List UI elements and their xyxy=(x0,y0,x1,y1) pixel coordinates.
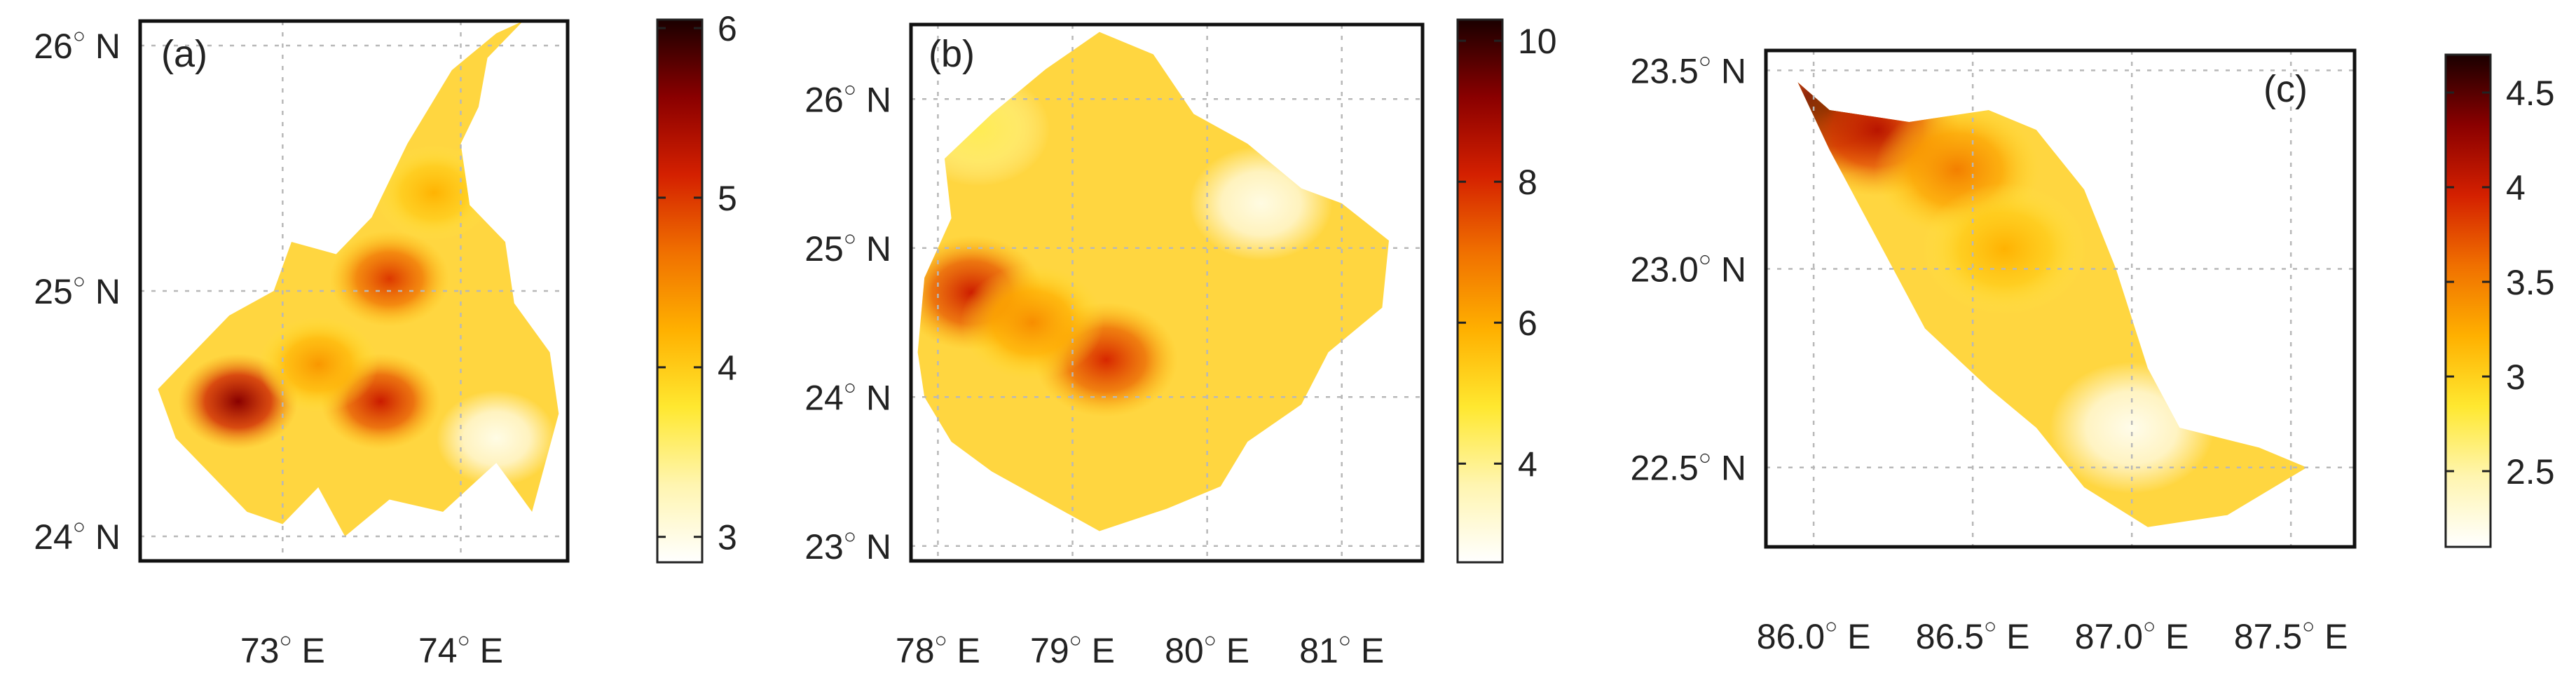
colorbar-frame xyxy=(2444,53,2492,548)
x-tick-label: 87.0○ E xyxy=(2075,615,2189,656)
colorbar-tick-label: 4 xyxy=(718,348,737,388)
y-tick-label: 23.5○ N xyxy=(1631,49,1746,90)
hotspot-mark xyxy=(1921,183,2088,316)
y-tick-label: 26○ N xyxy=(804,78,891,119)
colorbar xyxy=(1458,20,1502,562)
panel-c: (c) 86.0○ E 86.5○ E 87.0○ E 87.5○ E 22.5○ N 23… xyxy=(1631,48,2555,656)
x-tick-label: 73○ E xyxy=(240,629,325,670)
hotspot-layer xyxy=(178,144,556,487)
hotspot-mark xyxy=(1189,146,1333,261)
colorbar-tick-label: 6 xyxy=(718,9,737,48)
colorbar-tick-label: 4 xyxy=(1518,445,1537,484)
colorbar-frame xyxy=(1456,18,1504,564)
colorbar-tick-label: 5 xyxy=(718,179,737,218)
colorbar xyxy=(2446,55,2491,547)
hotspot-mark xyxy=(436,390,556,487)
colorbar xyxy=(657,20,702,562)
y-tick-label: 24○ N xyxy=(804,376,891,417)
colorbar-tick-label: 2.5 xyxy=(2506,452,2555,491)
y-tick-label: 24○ N xyxy=(34,515,121,557)
panel-label: (b) xyxy=(929,33,975,75)
panel-a: (a) 73○ E 74○ E 24○ N 25○ N 26○ N 3 4 5 6 xyxy=(34,9,737,670)
hotspot-mark xyxy=(258,316,378,413)
hotspot-mark xyxy=(329,231,450,327)
colorbar-tick-label: 3.5 xyxy=(2506,263,2555,302)
panel-label: (a) xyxy=(161,33,207,75)
panel-label: (c) xyxy=(2263,68,2308,110)
colorbar-tick-label: 4.5 xyxy=(2506,74,2555,113)
plot-frame xyxy=(909,22,1425,563)
y-tick-label: 22.5○ N xyxy=(1631,447,1746,488)
x-tick-label: 79○ E xyxy=(1030,629,1115,670)
hotspot-mark xyxy=(960,265,1104,380)
colorbar-tick-label: 4 xyxy=(2506,168,2526,208)
x-tick-label: 86.5○ E xyxy=(1916,615,2030,656)
hotspot-mark xyxy=(374,144,494,241)
colorbar-frame xyxy=(656,18,704,564)
colorbar-tick-label: 6 xyxy=(1518,304,1537,343)
plot-frame xyxy=(1764,48,2357,549)
y-tick-label: 26○ N xyxy=(34,25,121,66)
x-tick-label: 86.0○ E xyxy=(1757,615,1871,656)
x-tick-label: 81○ E xyxy=(1299,629,1384,670)
colorbar-tick-label: 3 xyxy=(718,518,737,557)
x-tick-label: 74○ E xyxy=(418,629,503,670)
plot-frame xyxy=(138,19,570,563)
x-tick-label: 87.5○ E xyxy=(2234,615,2348,656)
colorbar-tick-label: 10 xyxy=(1518,22,1557,61)
y-tick-label: 23○ N xyxy=(804,525,891,567)
y-tick-label: 25○ N xyxy=(34,270,121,311)
hotspot-mark xyxy=(917,71,1050,186)
y-tick-label: 25○ N xyxy=(804,227,891,269)
colorbar-tick-label: 3 xyxy=(2506,358,2526,397)
y-tick-label: 23.0○ N xyxy=(1631,248,1746,290)
x-tick-label: 80○ E xyxy=(1165,629,1249,670)
hotspot-mark xyxy=(2049,362,2214,494)
panel-b: (b) 78○ E 79○ E 80○ E 81○ E 23○ N 24○ N 25○ N 26… xyxy=(804,18,1557,670)
x-tick-label: 78○ E xyxy=(896,629,980,670)
colorbar-tick-label: 8 xyxy=(1518,163,1537,202)
